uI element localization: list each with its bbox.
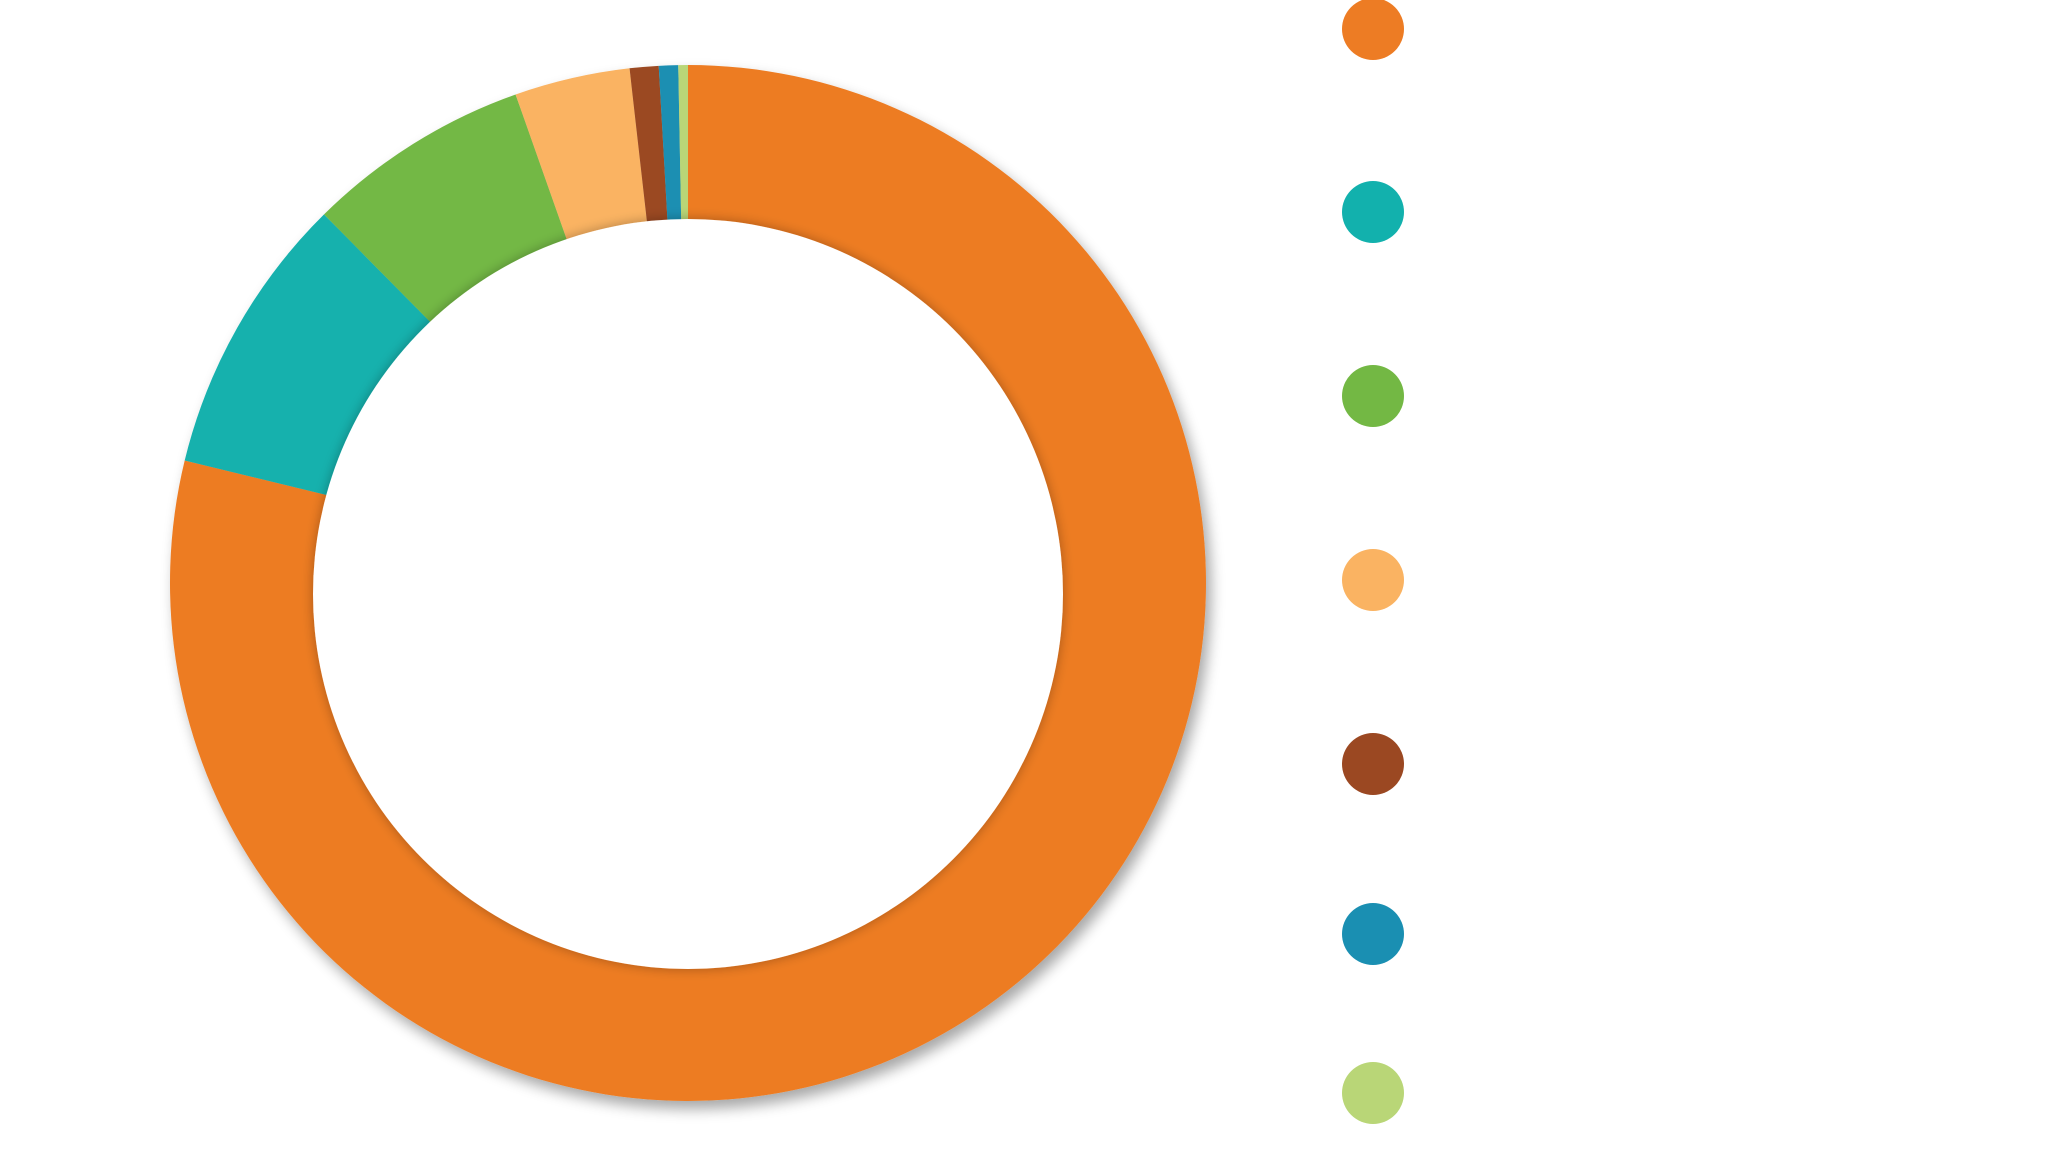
donut-hole (313, 219, 1063, 969)
legend-marker-2 (1342, 181, 1404, 243)
legend-marker-4 (1342, 549, 1404, 611)
legend-marker-5 (1342, 733, 1404, 795)
legend (1342, 0, 1404, 1124)
legend-marker-7 (1342, 1062, 1404, 1124)
legend-marker-3 (1342, 365, 1404, 427)
legend-marker-1 (1342, 0, 1404, 60)
legend-marker-6 (1342, 903, 1404, 965)
